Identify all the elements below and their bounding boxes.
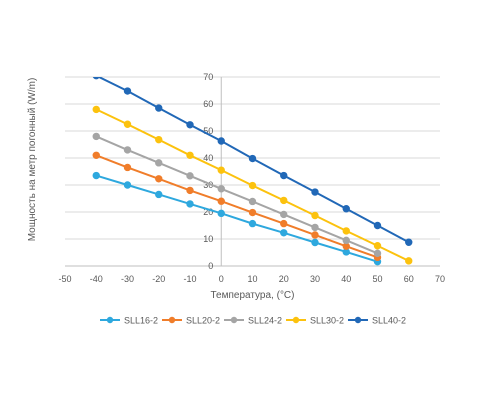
series-sll16-2 [92,171,382,266]
legend: SLL16-2 SLL20-2 SLL24-2 SLL30-2 SLL40-2 [100,316,406,326]
x-tick-label: 30 [310,274,320,284]
data-point [311,231,319,239]
data-point [311,223,319,232]
data-point [155,159,163,167]
data-point [155,135,163,144]
data-point [186,121,194,129]
series-line [95,154,378,259]
data-point [217,209,225,218]
data-point [217,166,225,174]
x-tick-label: 40 [341,274,351,284]
series-line [95,174,378,263]
y-tick-label: 0 [208,261,213,271]
data-point [405,257,413,265]
x-tick-label: 70 [435,274,445,284]
data-point [186,200,194,208]
data-point [248,181,257,190]
legend-label: SLL30-2 [310,316,344,326]
data-point [92,171,100,180]
data-point [155,104,163,112]
data-point [405,238,413,246]
legend-marker [106,316,114,324]
series-sll20-2 [92,151,382,262]
y-tick-label: 10 [203,234,213,244]
data-point [280,219,288,228]
legend-marker [230,316,238,324]
data-point [373,249,382,258]
data-point [123,146,132,154]
data-point [248,208,257,217]
data-point [217,137,225,145]
x-tick-label: -20 [152,274,165,284]
x-tick-label: -30 [121,274,134,284]
y-axis-title: Мощность на метр погонный (W/m) [27,78,38,242]
data-point [248,219,257,228]
gridlines [65,76,440,267]
series-line [95,135,378,255]
y-tick-label: 50 [203,126,213,136]
data-point [373,242,382,250]
data-point [123,163,132,172]
data-point [92,77,100,80]
x-tick-label: 10 [247,274,257,284]
data-point [248,154,257,163]
data-point [123,87,132,95]
data-point [342,236,350,245]
legend-item: SLL24-2 [224,316,282,326]
y-tick-label: 20 [203,207,213,217]
data-point [280,229,288,237]
data-point [342,205,350,213]
series-group [92,77,413,266]
legend-marker [168,316,176,324]
data-point [123,120,132,128]
legend-label: SLL24-2 [248,316,282,326]
series-sll40-2 [92,77,413,246]
data-point [280,196,288,205]
series-sll24-2 [92,132,382,258]
legend-label: SLL16-2 [124,316,158,326]
x-tick-label: 60 [404,274,414,284]
data-point [217,197,225,205]
x-tick-label: 50 [372,274,382,284]
legend-item: SLL40-2 [348,316,406,326]
data-point [186,151,194,160]
data-point [123,181,132,189]
data-point [92,151,100,160]
data-point [155,175,163,183]
data-point [92,105,100,114]
data-point [342,227,350,235]
data-point [311,211,319,220]
y-tick-label: 30 [203,180,213,190]
x-tick-label: -40 [90,274,103,284]
y-tick-label: 70 [203,72,213,82]
legend-label: SLL40-2 [372,316,406,326]
y-tick-label: 40 [203,153,213,163]
data-point [217,185,225,193]
legend-item: SLL16-2 [100,316,158,326]
data-point [311,238,319,247]
data-point [280,210,288,219]
data-point [92,132,100,141]
legend-item: SLL30-2 [286,316,344,326]
x-tick-label: 20 [279,274,289,284]
legend-marker [354,316,362,324]
legend-label: SLL20-2 [186,316,220,326]
x-tick-label: 0 [219,274,224,284]
legend-marker [292,316,300,324]
series-sll30-2 [92,105,413,265]
data-point [280,171,288,180]
legend-item: SLL20-2 [162,316,220,326]
data-point [186,186,194,195]
x-tick-label: -50 [58,274,71,284]
x-tick-label: -10 [183,274,196,284]
data-point [186,172,194,180]
data-point [311,188,319,196]
x-axis-title: Температура, (°C) [210,290,294,301]
data-point [248,197,257,206]
data-point [373,221,382,230]
data-point [155,190,163,199]
y-tick-label: 60 [203,99,213,109]
